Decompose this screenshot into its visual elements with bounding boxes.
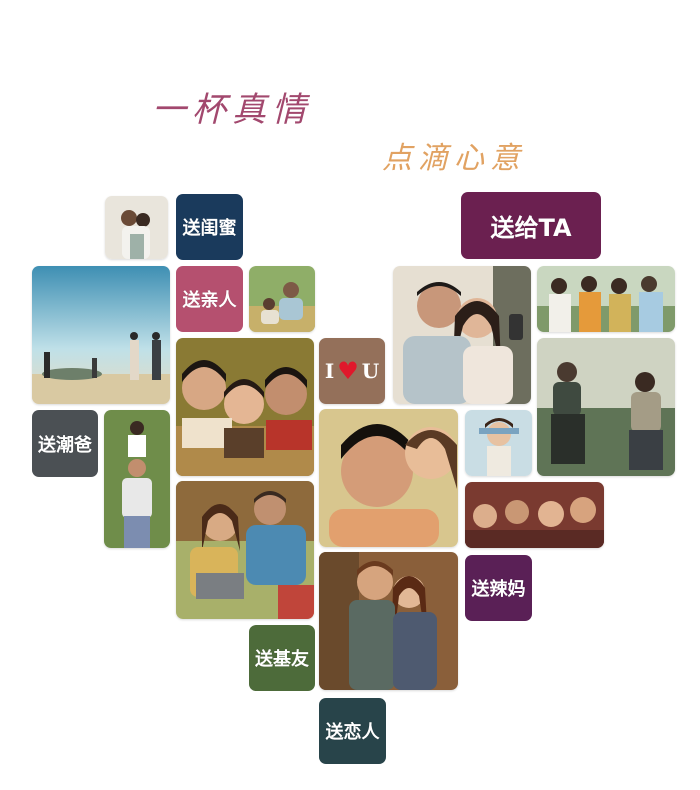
photo-beach-family [32,266,170,404]
send-to-ta-button[interactable]: 送给TA [461,192,601,259]
send-buddy-button[interactable]: 送基友 [249,625,315,691]
iu-letter-i: I [324,359,335,383]
send-mom-button[interactable]: 送辣妈 [465,555,532,621]
photo-surprise-eyes [465,410,532,476]
photo-shoulder-ride [104,410,170,548]
iu-letter-u: U [361,359,380,383]
photo-friends-selfie [465,482,604,548]
headline-line-1: 一杯真情 [152,90,312,130]
send-bestie-button[interactable]: 送闺蜜 [176,194,243,260]
heart-icon: ♥ [337,356,359,385]
send-dad-button[interactable]: 送潮爸 [32,410,98,477]
photo-father-son-park [249,266,315,332]
photo-couple-hug-smile [319,409,458,547]
photo-couple-selfie [393,266,531,404]
headline-line-2: 点滴心意 [382,141,526,176]
send-family-button[interactable]: 送亲人 [176,266,243,332]
photo-piggyback-field [537,338,675,476]
photo-group-friends [537,266,675,332]
photo-hugging-couple-small [105,196,168,259]
i-love-you-badge: I ♥ U [319,338,385,404]
send-lover-button[interactable]: 送恋人 [319,698,386,764]
photo-couple-laptop [176,481,314,619]
photo-couple-kiss [319,552,458,690]
photo-family-lying-grass [176,338,314,476]
